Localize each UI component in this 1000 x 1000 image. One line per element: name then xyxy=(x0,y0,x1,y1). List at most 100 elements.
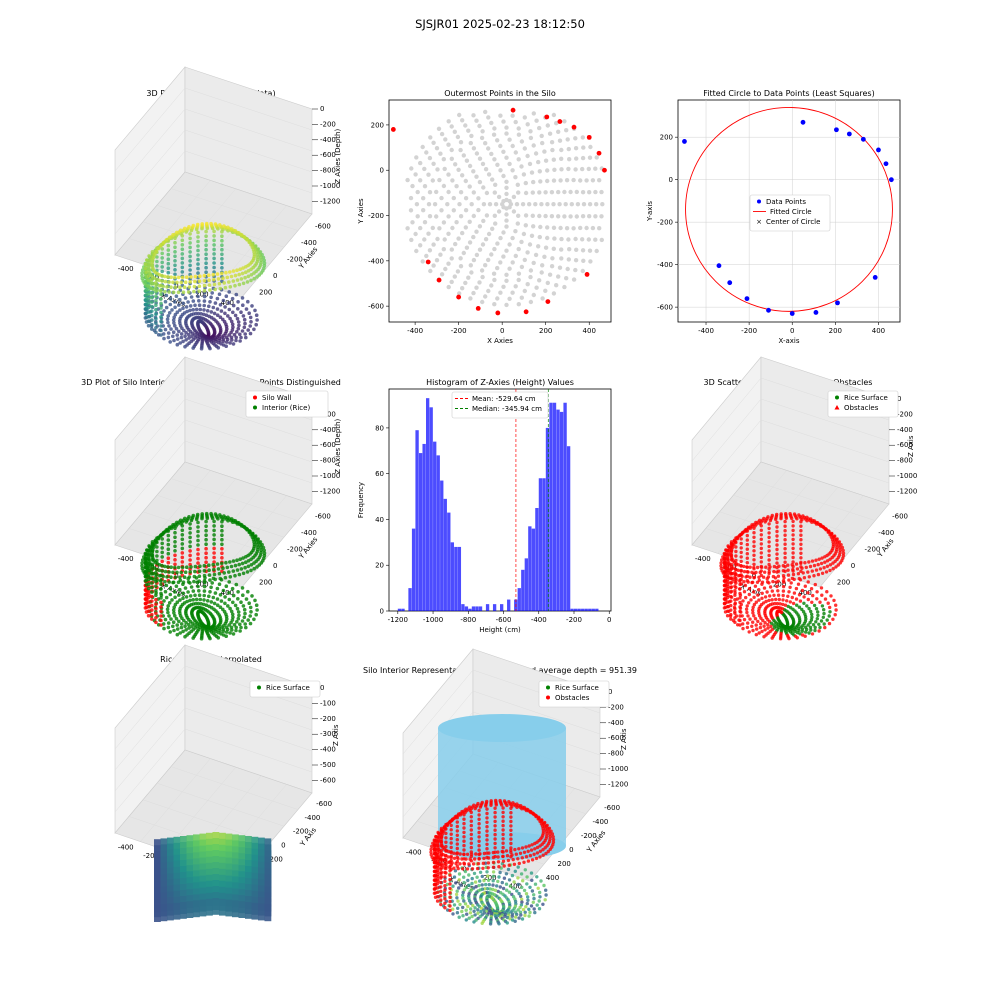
point-wall xyxy=(742,580,745,583)
point-rice xyxy=(219,593,223,597)
silo-cylinder-top xyxy=(438,714,566,742)
chart-p3: Fitted Circle to Data Points (Least Squa… xyxy=(646,89,900,345)
point-wall xyxy=(243,566,247,570)
point-rice xyxy=(523,914,526,917)
point-interior xyxy=(532,261,536,265)
point-rice xyxy=(169,297,173,301)
point-interior xyxy=(416,190,420,194)
point-wall xyxy=(752,563,755,566)
x-axis-label: Height (cm) xyxy=(479,626,521,634)
point-wall xyxy=(462,844,465,847)
point-interior xyxy=(476,208,480,212)
point-interior xyxy=(405,178,409,182)
point-wall xyxy=(150,305,154,309)
point-interior xyxy=(544,159,548,163)
point-wall xyxy=(188,527,192,531)
point-wall xyxy=(775,521,778,524)
point-wall xyxy=(192,290,196,294)
point-rice xyxy=(173,300,177,304)
point-rice xyxy=(170,598,174,602)
point-wall xyxy=(477,813,480,816)
point-rice xyxy=(502,887,505,890)
point-wall xyxy=(748,576,751,579)
point-interior xyxy=(516,183,520,187)
point-wall xyxy=(518,862,521,865)
point-rice xyxy=(461,906,464,909)
point-interior xyxy=(575,190,579,194)
point-wall xyxy=(490,799,493,802)
point-interior xyxy=(534,286,538,290)
point-wall xyxy=(212,547,216,551)
point-interior xyxy=(495,241,499,245)
point-wall xyxy=(167,262,171,266)
point-rice xyxy=(237,610,241,614)
point-wall xyxy=(799,525,802,528)
surface-cell xyxy=(180,902,187,919)
point-wall xyxy=(212,239,216,243)
point-interior xyxy=(466,276,470,280)
point-interior xyxy=(418,243,422,247)
point-wall xyxy=(204,234,208,238)
histogram-bar xyxy=(535,508,538,611)
point-interior xyxy=(536,244,540,248)
y-tick-label: -400 xyxy=(301,529,317,537)
point-interior xyxy=(501,174,505,178)
point-interior xyxy=(580,237,584,241)
point-interior xyxy=(435,258,439,262)
point-interior xyxy=(573,268,577,272)
point-wall xyxy=(474,852,477,855)
point-interior xyxy=(422,167,426,171)
point-rice xyxy=(813,604,816,607)
point-wall xyxy=(752,531,755,534)
point-rice xyxy=(771,636,774,639)
point-wall xyxy=(485,825,488,828)
point-interior xyxy=(517,278,521,282)
point-rice xyxy=(778,620,781,623)
point-rice xyxy=(231,587,235,591)
point-interior xyxy=(481,242,485,246)
point-wall xyxy=(204,538,208,542)
point-interior xyxy=(548,273,552,277)
point-rice xyxy=(822,612,825,615)
point-wall xyxy=(493,842,496,845)
point-interior xyxy=(426,232,430,236)
point-wall xyxy=(150,323,154,327)
point-wall xyxy=(179,519,183,523)
point-rice xyxy=(168,601,172,605)
point-wall xyxy=(247,565,251,569)
point-wall xyxy=(536,851,539,854)
point-wall xyxy=(787,573,790,576)
point-wall xyxy=(181,243,185,247)
point-rice xyxy=(524,905,527,908)
point-wall xyxy=(234,274,238,278)
point-interior xyxy=(434,190,438,194)
point-wall xyxy=(147,324,151,328)
point-wall xyxy=(746,534,749,537)
point-wall xyxy=(738,592,741,595)
point-wall xyxy=(754,571,757,574)
point-wall xyxy=(729,568,732,571)
point-wall xyxy=(150,300,154,304)
point-rice xyxy=(525,875,528,878)
point-wall xyxy=(150,568,154,572)
point-wall xyxy=(729,586,732,589)
point-rice xyxy=(165,584,169,588)
histogram-bar xyxy=(398,609,401,611)
point-wall xyxy=(181,270,185,274)
point-interior xyxy=(599,214,603,218)
point-interior xyxy=(504,125,508,129)
point-wall xyxy=(471,867,474,870)
point-wall xyxy=(496,855,499,858)
point-rice xyxy=(190,585,194,589)
point-wall xyxy=(196,267,200,271)
point-wall xyxy=(775,525,778,528)
point-wall xyxy=(434,847,437,850)
point-wall xyxy=(457,867,460,870)
point-wall xyxy=(179,229,183,233)
point-wall xyxy=(791,538,794,541)
point-interior xyxy=(562,190,566,194)
point-rice xyxy=(466,879,469,882)
point-rice xyxy=(748,617,751,620)
point-wall xyxy=(791,547,794,550)
point-rice xyxy=(178,588,182,592)
